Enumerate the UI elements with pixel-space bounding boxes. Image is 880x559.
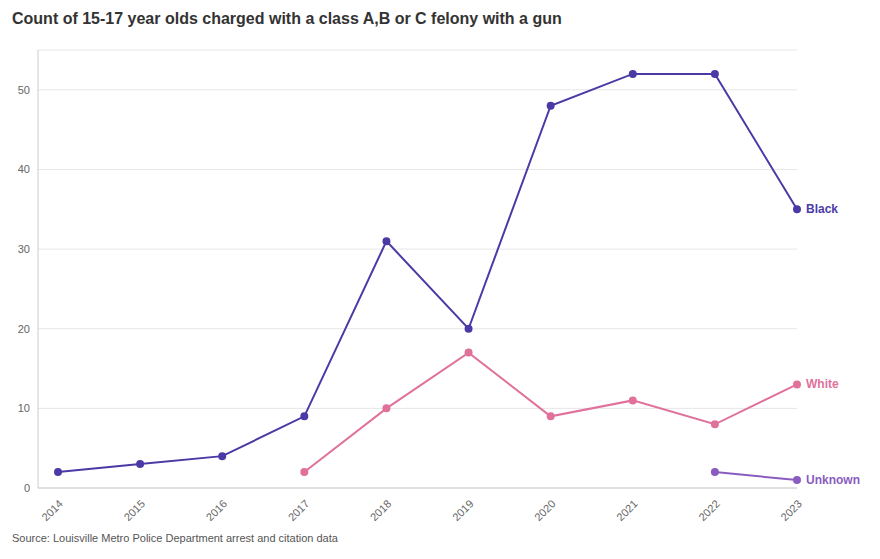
svg-text:2017: 2017	[286, 497, 312, 523]
svg-text:2020: 2020	[532, 497, 558, 523]
svg-text:10: 10	[18, 402, 30, 414]
svg-text:2016: 2016	[203, 497, 229, 523]
svg-text:2019: 2019	[450, 497, 476, 523]
svg-text:2023: 2023	[778, 497, 804, 523]
html-text:Count of 15-17 year olds charg: Count of 15-17 year olds charged with a …	[12, 10, 562, 27]
svg-text:0: 0	[24, 482, 30, 494]
svg-text:2021: 2021	[614, 497, 640, 523]
svg-text:2018: 2018	[368, 497, 394, 523]
svg-text:Unknown: Unknown	[806, 473, 860, 487]
svg-text:Black: Black	[806, 202, 838, 216]
svg-text:2014: 2014	[39, 497, 65, 523]
svg-text:2022: 2022	[696, 497, 722, 523]
svg-text:20: 20	[18, 323, 30, 335]
svg-text:2015: 2015	[121, 497, 147, 523]
svg-text:50: 50	[18, 84, 30, 96]
svg-text:40: 40	[18, 163, 30, 175]
svg-text:White: White	[806, 377, 839, 391]
svg-text:30: 30	[18, 243, 30, 255]
html-text:Source: Louisville Metro Polic: Source: Louisville Metro Police Departme…	[12, 532, 338, 544]
